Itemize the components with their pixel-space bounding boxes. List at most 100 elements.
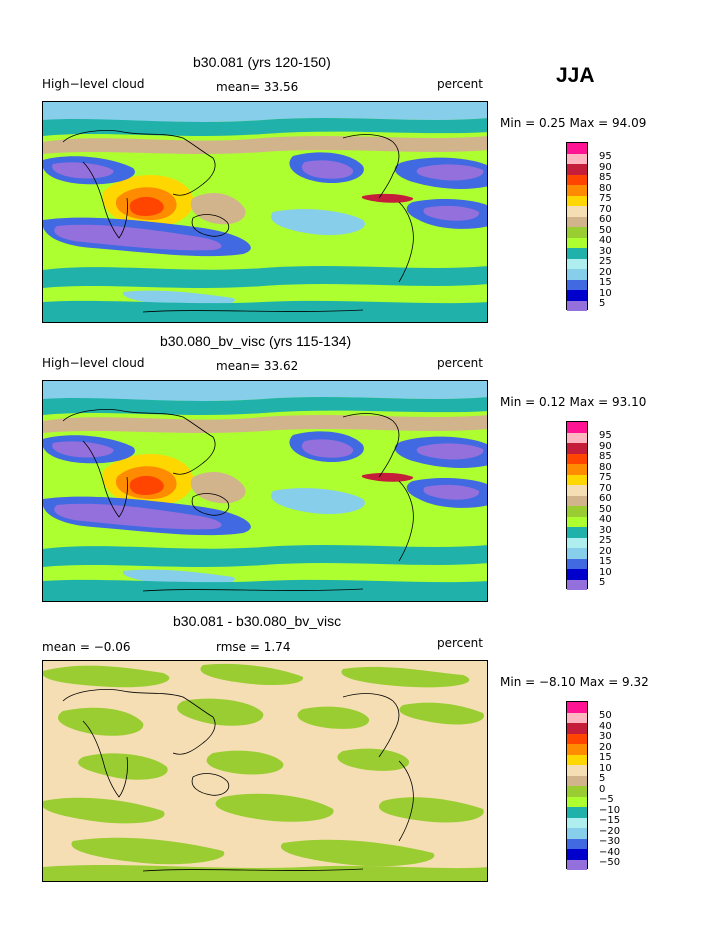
colorbar-label: 10 [599, 287, 612, 299]
colorbar-label: −10 [599, 804, 621, 816]
sa-purple [423, 205, 480, 221]
coastline-north-america [342, 134, 400, 199]
sh-purple [54, 224, 222, 251]
coastline-eurasia [62, 130, 216, 196]
colorbar-label: 20 [599, 545, 612, 557]
nh-midlat-band [43, 136, 487, 154]
coastline-antarctica [142, 588, 364, 592]
warm-pool-tan [190, 192, 246, 225]
panel-1-title: b30.081 (yrs 120-150) [193, 54, 331, 70]
arctic-teal-band [43, 397, 487, 415]
colorbar-swatch [567, 248, 587, 259]
colorbar-label: −40 [599, 846, 621, 858]
monsoon-red [129, 475, 164, 495]
coastline-antarctica [142, 309, 364, 313]
sh-purple [54, 503, 222, 530]
na-purple [416, 164, 484, 181]
panel-1-min-max: Min = 0.25 Max = 94.09 [500, 116, 647, 130]
colorbar-swatch [567, 185, 587, 196]
colorbar-label: 75 [599, 193, 612, 204]
colorbar-label: 10 [599, 762, 612, 774]
coastline-australia [191, 773, 230, 796]
colorbar-label: 85 [599, 451, 612, 462]
coastline-eurasia [62, 409, 216, 475]
coastline-south-america [398, 201, 414, 283]
colorbar-label: 0 [599, 783, 606, 795]
panel-2-variable-label: High−level cloud [42, 356, 145, 370]
colorbar-label: −15 [599, 815, 621, 826]
panel-3-title: b30.081 - b30.080_bv_visc [173, 613, 342, 629]
coastline-antarctica [142, 868, 364, 872]
itcz-red [361, 472, 414, 482]
itcz-red [361, 193, 414, 203]
coastline-south-america [398, 760, 414, 842]
panel-2-units-label: percent [437, 356, 483, 370]
colorbar-swatch [567, 548, 587, 559]
arctic-teal-band [43, 118, 487, 136]
colorbar-label: 15 [599, 556, 612, 567]
colorbar-label: −30 [599, 836, 621, 847]
coastline-australia [191, 214, 230, 237]
colorbar-label: 95 [599, 430, 612, 441]
colorbar-swatch [567, 279, 587, 290]
coastline-north-america [342, 413, 400, 478]
panel-2-mean-label: mean= 33.62 [216, 359, 299, 373]
sa-purple [423, 484, 480, 500]
colorbar-swatch [567, 527, 587, 538]
coastline-eurasia [62, 689, 216, 755]
ep-lightblue [271, 209, 365, 236]
panel-3-min-max: Min = −8.10 Max = 9.32 [500, 675, 649, 689]
colorbar-swatch [567, 733, 587, 744]
colorbar-label: 90 [599, 440, 612, 452]
panel-3-rmse-label: rmse = 1.74 [216, 640, 291, 654]
colorbar-swatch [567, 775, 587, 786]
colorbar-label: 90 [599, 161, 612, 173]
colorbar-label: 20 [599, 741, 612, 753]
coastline-north-america [342, 693, 400, 758]
colorbar-swatch [567, 558, 587, 569]
colorbar-swatch [567, 195, 587, 206]
antarctic-band [43, 579, 487, 601]
monsoon-red [129, 196, 164, 216]
colorbar-label: 85 [599, 172, 612, 183]
panel-2-colorbar [566, 421, 588, 590]
colorbar-label: 40 [599, 514, 612, 525]
colorbar-label: 40 [599, 235, 612, 246]
np-purple [301, 439, 354, 458]
colorbar-swatch [567, 506, 587, 517]
antarctic-band [43, 300, 487, 322]
warm-pool-tan [190, 471, 246, 504]
colorbar-swatch [567, 258, 587, 269]
panel-1-mean-label: mean= 33.56 [216, 80, 299, 94]
colorbar-swatch [567, 569, 587, 580]
colorbar-swatch [567, 838, 587, 849]
panel-2-map [42, 380, 488, 602]
colorbar-label: 10 [599, 566, 612, 578]
colorbar-label: 25 [599, 256, 612, 267]
sahara-purple [52, 162, 114, 179]
coastline-south-america [398, 480, 414, 562]
colorbar-label: 80 [599, 461, 612, 473]
panel-2-title: b30.080_bv_visc (yrs 115-134) [160, 333, 352, 349]
colorbar-swatch [567, 516, 587, 527]
panel-3-map [42, 660, 488, 882]
colorbar-swatch [567, 828, 587, 839]
colorbar-swatch [567, 453, 587, 464]
panel-3-mean-label: mean = −0.06 [42, 640, 131, 654]
arctic-cloud-band [43, 102, 487, 122]
colorbar-label: 15 [599, 277, 612, 288]
colorbar-label: 25 [599, 535, 612, 546]
colorbar-label: 30 [599, 524, 612, 536]
season-label: JJA [556, 64, 595, 87]
so-teal-band [43, 266, 487, 288]
colorbar-label: 50 [599, 224, 612, 236]
ep-lightblue [271, 488, 365, 515]
colorbar-label: 75 [599, 472, 612, 483]
colorbar-label: 40 [599, 720, 612, 732]
colorbar-swatch [567, 227, 587, 238]
colorbar-label: 70 [599, 203, 612, 215]
coastline-australia [191, 493, 230, 516]
nh-midlat-band [43, 415, 487, 433]
colorbar-swatch [567, 269, 587, 280]
colorbar-label: 80 [599, 182, 612, 194]
